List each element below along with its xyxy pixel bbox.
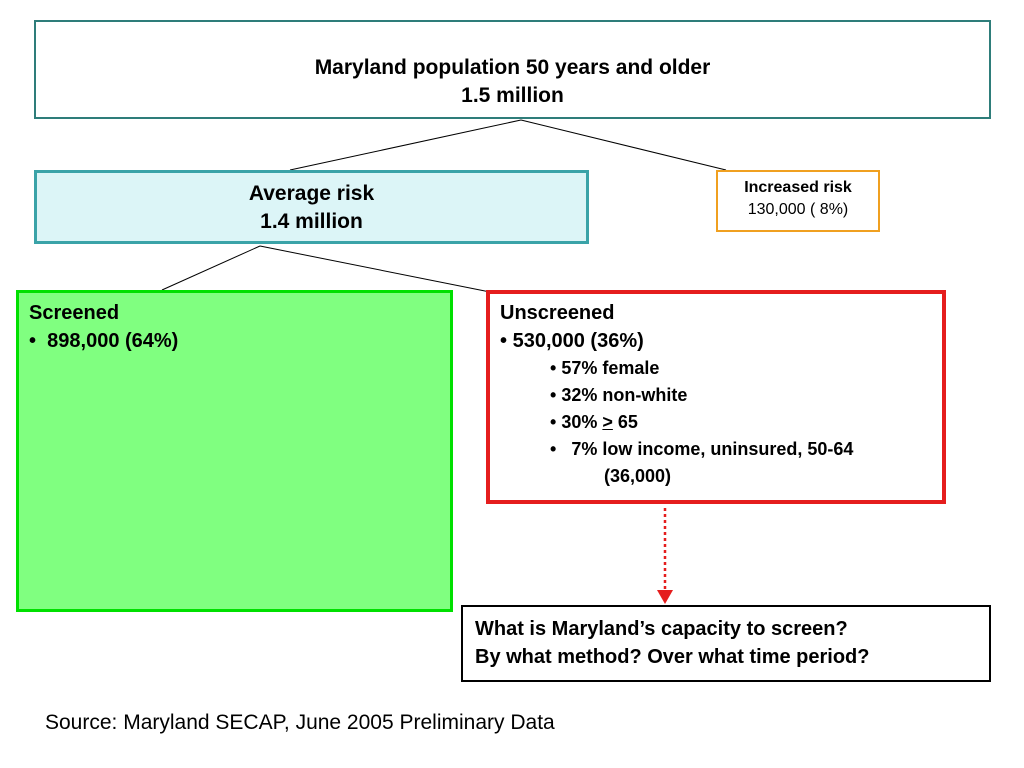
connector-average-to-screened: [161, 245, 261, 291]
screened-value-row: • 898,000 (64%): [29, 327, 450, 355]
bullet: •: [550, 439, 557, 459]
population-title: Maryland population 50 years and older: [314, 56, 711, 79]
bullet: •: [550, 385, 557, 405]
question-line-2: By what method? Over what time period?: [475, 646, 870, 668]
bullet: •: [550, 412, 557, 432]
average-risk-box: Average risk 1.4 million: [34, 170, 589, 244]
population-total: 1.5 million: [461, 84, 564, 107]
question-line-1: What is Maryland’s capacity to screen?: [475, 618, 848, 640]
list-item: • 32% non-white: [550, 382, 942, 409]
connector-average-to-unscreened: [259, 245, 491, 293]
bullet: •: [550, 358, 557, 378]
age-share-prefix: 30%: [561, 412, 603, 432]
screened-title: Screened: [29, 302, 120, 324]
screened-value: 898,000 (64%): [47, 330, 179, 352]
low-income-share: 7% low income, uninsured, 50-64: [571, 439, 854, 459]
average-risk-total: 1.4 million: [260, 210, 363, 233]
female-share: 57% female: [561, 358, 660, 378]
unscreened-breakdown: • 57% female • 32% non-white • 30% > 65 …: [500, 355, 942, 463]
source-note: Source: Maryland SECAP, June 2005 Prelim…: [45, 711, 555, 734]
increased-risk-total: 130,000 ( 8%): [747, 201, 849, 218]
average-risk-title: Average risk: [248, 182, 375, 205]
list-item: • 7% low income, uninsured, 50-64: [550, 436, 942, 463]
list-item: • 57% female: [550, 355, 942, 382]
connector-top-to-average: [289, 119, 522, 171]
increased-risk-title: Increased risk: [744, 179, 852, 196]
low-income-count: (36,000): [604, 466, 672, 486]
unscreened-value: 530,000 (36%): [512, 330, 644, 352]
screened-box: Screened • 898,000 (64%): [16, 290, 453, 612]
increased-risk-box: Increased risk 130,000 ( 8%): [716, 170, 880, 232]
age-share-suffix: 65: [612, 412, 638, 432]
population-box: Maryland population 50 years and older 1…: [34, 20, 991, 119]
question-box: What is Maryland’s capacity to screen? B…: [461, 605, 991, 682]
list-item: • 30% > 65: [550, 409, 942, 436]
unscreened-value-row: • 530,000 (36%): [500, 327, 942, 355]
unscreened-box: Unscreened • 530,000 (36%) • 57% female …: [486, 290, 946, 504]
non-white-share: 32% non-white: [561, 385, 688, 405]
connector-top-to-increased: [520, 119, 727, 171]
unscreened-title: Unscreened: [500, 302, 615, 324]
arrow-head: [657, 590, 673, 604]
bullet: •: [29, 330, 37, 352]
bullet: •: [500, 330, 508, 352]
age-symbol: >: [602, 412, 613, 432]
